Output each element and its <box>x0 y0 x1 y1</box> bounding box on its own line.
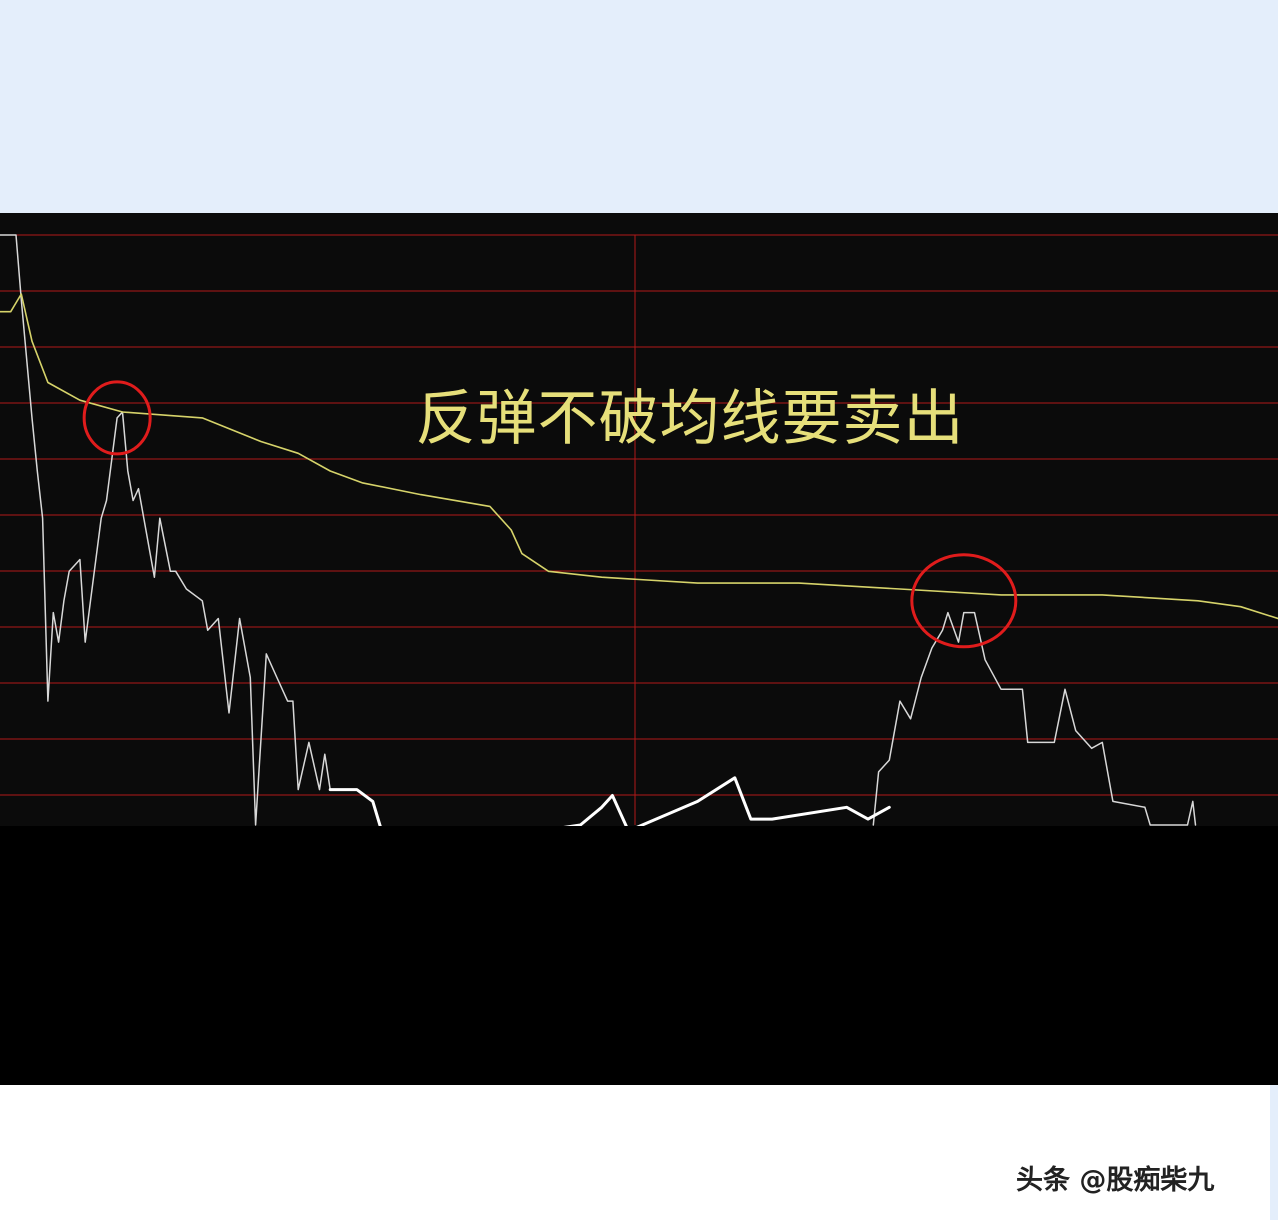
watermark: 头条 @股痴柴九 <box>1016 1165 1215 1196</box>
price-line <box>872 611 1197 826</box>
top-background <box>0 0 1278 213</box>
chart-title: 反弹不破均线要卖出 <box>415 384 965 454</box>
annotation-circle <box>82 380 152 456</box>
hand-drawn-line <box>328 776 891 839</box>
right-strip <box>1270 1085 1278 1220</box>
black-mask <box>0 826 1278 1085</box>
average-line <box>0 293 1278 620</box>
price-line <box>0 234 331 826</box>
annotation-circle <box>910 553 1018 649</box>
